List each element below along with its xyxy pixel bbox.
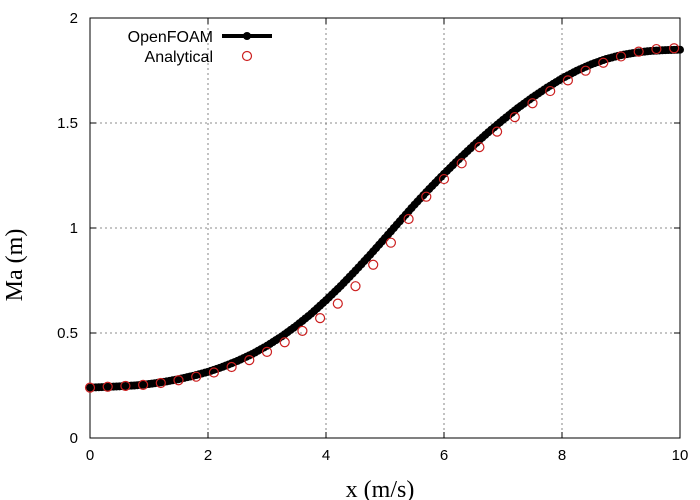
analytical-point	[279, 337, 290, 348]
y-tick-label: 0.5	[57, 325, 78, 342]
analytical-point	[545, 85, 556, 97]
analytical-point	[120, 380, 131, 392]
legend-label-analytical: Analytical	[145, 49, 213, 66]
analytical-point	[244, 354, 255, 366]
analytical-point	[668, 43, 680, 54]
analytical-point	[474, 142, 485, 153]
y-tick-label: 2	[70, 10, 78, 27]
analytical-point	[403, 213, 414, 225]
legend-marker-openfoam	[243, 32, 251, 40]
analytical-point	[421, 191, 432, 202]
x-tick-label: 4	[322, 447, 330, 464]
analytical-point	[173, 375, 184, 386]
analytical-point	[138, 379, 149, 390]
analytical-point	[456, 158, 467, 169]
legend-marker-analytical	[241, 50, 253, 62]
legend-label-openfoam: OpenFOAM	[128, 29, 213, 46]
x-tick-label: 8	[558, 447, 566, 464]
analytical-point	[226, 361, 237, 373]
analytical-point	[598, 57, 609, 68]
analytical-point	[438, 173, 450, 185]
analytical-point	[509, 112, 520, 123]
analytical-point	[84, 382, 96, 393]
analytical-point	[261, 346, 273, 357]
analytical-point	[350, 281, 361, 292]
analytical-point	[368, 259, 379, 270]
x-tick-label: 0	[86, 447, 94, 464]
analytical-point	[191, 371, 202, 382]
analytical-point	[651, 43, 662, 55]
y-tick-label: 1	[70, 220, 78, 237]
analytical-point	[102, 381, 113, 392]
openfoam-series-line	[86, 46, 684, 392]
analytical-point	[332, 298, 343, 309]
analytical-point	[615, 51, 627, 62]
analytical-point	[315, 312, 326, 324]
analytical-point	[580, 65, 591, 76]
analytical-point	[155, 377, 166, 389]
x-tick-label: 6	[440, 447, 448, 464]
axes: 0 2 4 6 8 10 0 0.5 1 1.5 2	[57, 10, 688, 464]
analytical-point	[492, 126, 503, 137]
y-tick-label: 0	[70, 430, 78, 447]
x-axis-label: x (m/s)	[346, 477, 415, 500]
analytical-point	[208, 367, 219, 378]
x-tick-label: 10	[672, 447, 689, 464]
x-tick-label: 2	[204, 447, 212, 464]
y-axis-label: Ma (m)	[2, 229, 28, 302]
analytical-point	[385, 237, 396, 248]
grid	[90, 18, 680, 438]
analytical-point	[527, 98, 538, 109]
analytical-point	[562, 75, 574, 86]
legend: OpenFOAM Analytical	[128, 29, 272, 66]
analytical-point	[297, 325, 308, 336]
y-tick-label: 1.5	[57, 115, 78, 132]
analytical-point	[633, 46, 644, 57]
openfoam-point	[676, 45, 684, 54]
plot-area	[84, 43, 684, 393]
